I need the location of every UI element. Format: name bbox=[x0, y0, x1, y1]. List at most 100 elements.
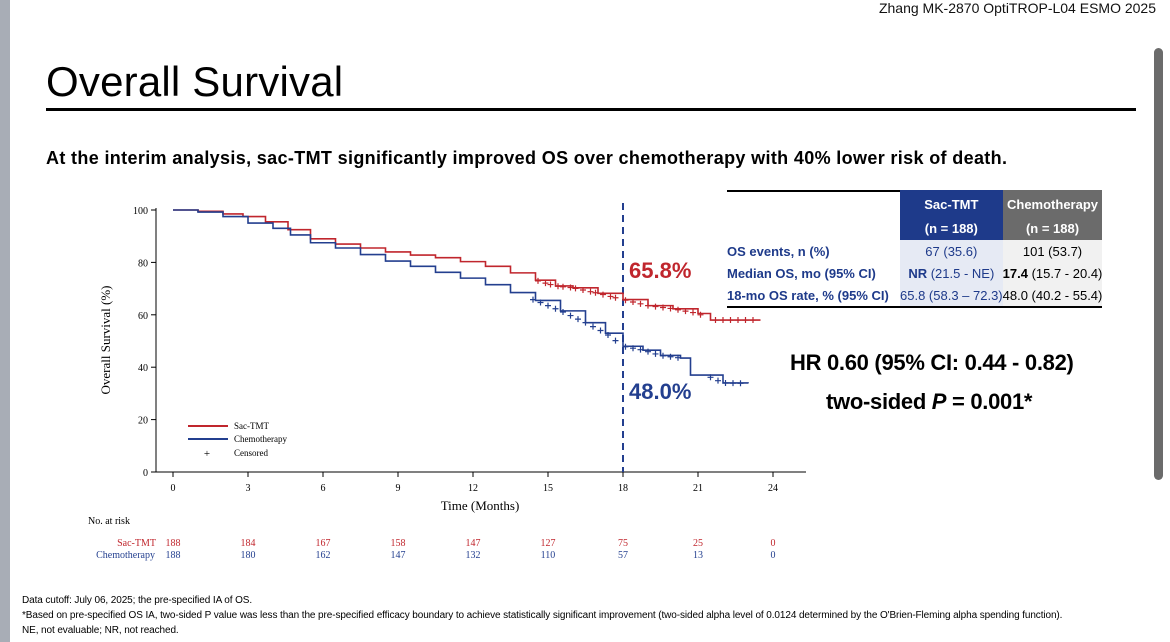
title-divider bbox=[46, 108, 1136, 111]
censor-mark bbox=[637, 300, 644, 307]
censor-mark bbox=[597, 327, 604, 334]
x-tick-label: 6 bbox=[321, 483, 326, 494]
chart-axes: 0 20 40 60 80 100 0 3 6 9 12 15 18 21 24 bbox=[133, 206, 806, 494]
censor-mark bbox=[742, 317, 749, 324]
censor-mark bbox=[547, 281, 554, 288]
at-risk-value: 158 bbox=[391, 538, 406, 549]
p-value: two-sided P = 0.001* bbox=[826, 389, 1032, 415]
censor-mark bbox=[567, 284, 574, 291]
censor-mark bbox=[582, 319, 589, 326]
censor-mark bbox=[660, 304, 666, 311]
stats-row-os-events: OS events, n (%) 67 (35.6) 101 (53.7) bbox=[727, 240, 1103, 262]
censor-mark bbox=[667, 305, 674, 312]
censor-mark bbox=[750, 317, 756, 324]
stats-header-blank-2 bbox=[727, 216, 900, 240]
at-risk-value: 188 bbox=[166, 538, 181, 549]
censor-mark bbox=[637, 346, 644, 353]
censor-mark bbox=[530, 296, 536, 303]
censor-mark bbox=[622, 343, 629, 350]
stats-cell-chemo-bold: 17.4 bbox=[1002, 265, 1028, 281]
x-tick-label: 12 bbox=[468, 483, 478, 494]
x-tick-label: 21 bbox=[693, 483, 703, 494]
scrollbar[interactable] bbox=[1154, 48, 1163, 480]
at-risk-value: 13 bbox=[693, 550, 703, 561]
stats-cell-chemo: 48.0 (40.2 - 55.4) bbox=[1002, 284, 1103, 308]
survival-curves bbox=[173, 209, 761, 384]
y-tick-label: 100 bbox=[133, 206, 148, 217]
stats-header-row-2: (n = 188) (n = 188) bbox=[727, 216, 1103, 240]
censor-mark bbox=[652, 350, 659, 357]
x-tick-label: 15 bbox=[543, 483, 553, 494]
censor-mark bbox=[575, 316, 581, 323]
chart-legend: Sac-TMT Chemotherapy + Censored bbox=[188, 421, 287, 460]
stats-cell-sac-bold: NR bbox=[908, 265, 928, 281]
stats-cell-chemo-ci: (15.7 - 20.4) bbox=[1027, 265, 1103, 281]
censor-mark bbox=[600, 291, 606, 298]
y-axis-label: Overall Survival (%) bbox=[98, 285, 113, 394]
at-risk-value: 75 bbox=[618, 538, 628, 549]
stats-header-blank bbox=[727, 190, 900, 216]
censor-mark bbox=[592, 289, 599, 296]
stats-row-label: OS events, n (%) bbox=[727, 243, 830, 259]
curve-chemotherapy bbox=[173, 209, 749, 384]
stats-cell-chemo: 101 (53.7) bbox=[1002, 240, 1103, 262]
footnote-abbreviations: NE, not evaluable; NR, not reached. bbox=[22, 625, 179, 636]
x-axis-label: Time (Months) bbox=[441, 498, 520, 513]
legend-label-chemo: Chemotherapy bbox=[234, 434, 287, 444]
censor-mark bbox=[542, 280, 549, 287]
x-tick-label: 24 bbox=[768, 483, 778, 494]
y-tick-label: 20 bbox=[138, 416, 148, 427]
censor-mark bbox=[572, 285, 579, 292]
censor-mark bbox=[605, 332, 611, 339]
censor-mark bbox=[545, 302, 551, 309]
censor-mark bbox=[630, 345, 636, 352]
stats-header-sac-n: (n = 188) bbox=[900, 216, 1003, 240]
stats-row-label: Median OS, mo (95% CI) bbox=[727, 265, 876, 281]
citation: Zhang MK-2870 OptiTROP-L04 ESMO 2025 bbox=[878, 0, 1156, 16]
censor-mark bbox=[667, 353, 674, 360]
p-value-symbol: P bbox=[931, 389, 947, 414]
censor-mark bbox=[535, 277, 541, 284]
at-risk-title: No. at risk bbox=[88, 516, 130, 527]
at-risk-value: 0 bbox=[771, 538, 776, 549]
censor-mark bbox=[552, 305, 559, 312]
legend-label-censored: Censored bbox=[234, 448, 268, 458]
footnote-p-value: *Based on pre-specified OS IA, two-sided… bbox=[22, 610, 1063, 621]
at-risk-value: 167 bbox=[316, 538, 331, 549]
at-risk-value: 127 bbox=[541, 538, 556, 549]
at-risk-value: 0 bbox=[771, 550, 776, 561]
at-risk-value: 25 bbox=[693, 538, 703, 549]
hazard-ratio: HR 0.60 (95% CI: 0.44 - 0.82) bbox=[790, 350, 1074, 375]
censor-mark bbox=[682, 308, 689, 315]
at-risk-value: 110 bbox=[541, 550, 556, 561]
x-tick-label: 18 bbox=[618, 483, 628, 494]
stats-header-row-1: Sac-TMT Chemotherapy bbox=[727, 190, 1103, 216]
censor-mark bbox=[630, 299, 636, 306]
stats-row-label: 18-mo OS rate, % (95% CI) bbox=[727, 284, 900, 308]
censor-mark bbox=[607, 293, 614, 300]
stats-header-chemo: Chemotherapy bbox=[1002, 190, 1103, 216]
at-risk-label-chemo: Chemotherapy bbox=[96, 550, 155, 561]
censor-mark bbox=[697, 311, 704, 318]
legend-censor-symbol: + bbox=[204, 448, 210, 460]
annotation-sac-rate: 65.8% bbox=[629, 258, 691, 283]
y-tick-label: 60 bbox=[138, 311, 148, 322]
slide-subtitle: At the interim analysis, sac-TMT signifi… bbox=[46, 148, 1008, 168]
censor-mark bbox=[622, 297, 629, 304]
censor-mark bbox=[675, 354, 681, 361]
y-tick-label: 0 bbox=[143, 468, 148, 479]
censor-mark bbox=[735, 317, 741, 324]
os-stats-table: Sac-TMT Chemotherapy (n = 188) (n = 188)… bbox=[727, 190, 1103, 308]
page-title: Overall Survival bbox=[46, 58, 344, 105]
at-risk-value: 184 bbox=[241, 538, 256, 549]
censor-mark bbox=[707, 374, 714, 381]
stats-cell-chemo: 17.4 (15.7 - 20.4) bbox=[1002, 262, 1103, 284]
y-tick-label: 80 bbox=[138, 258, 148, 269]
p-value-prefix: two-sided bbox=[826, 389, 932, 414]
censor-mark bbox=[660, 352, 666, 359]
censor-mark bbox=[560, 309, 566, 316]
at-risk-value: 180 bbox=[241, 550, 256, 561]
censor-mark bbox=[652, 303, 659, 310]
at-risk-value: 132 bbox=[466, 550, 481, 561]
